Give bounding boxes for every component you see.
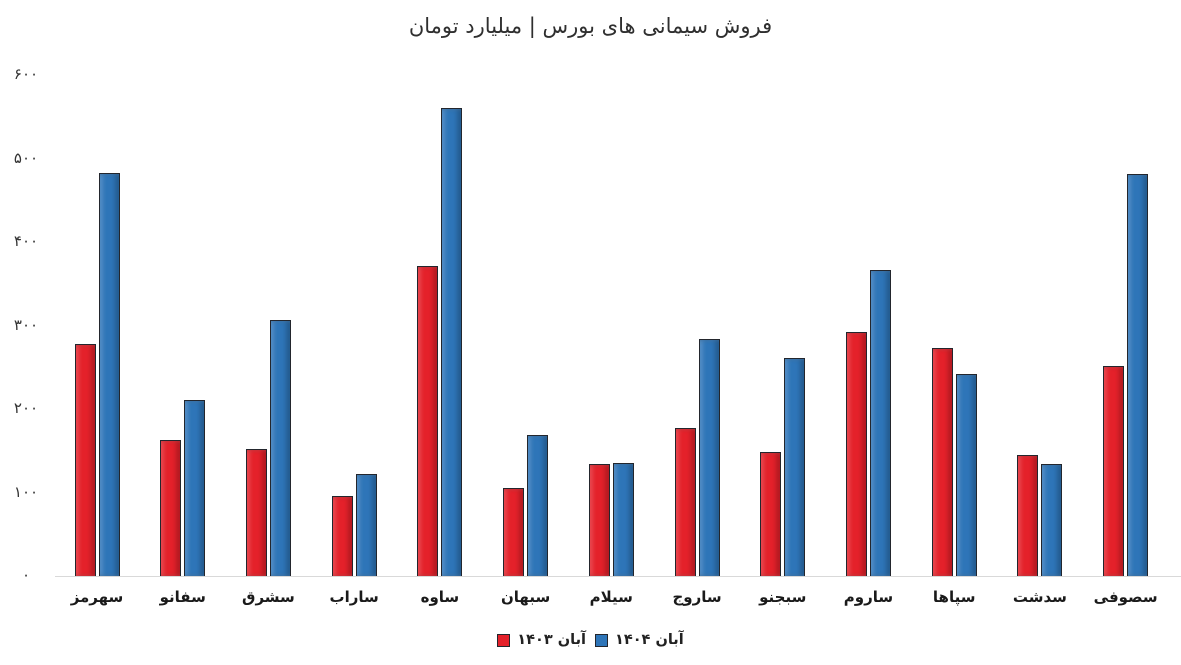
x-tick-label-سبجنو: سبجنو	[759, 588, 807, 606]
y-tick-label-200: ۲۰۰	[13, 399, 39, 417]
bar-series0-ساروم	[845, 332, 867, 576]
bar-series1-ساراب	[355, 474, 377, 576]
y-tick-label-0: ۰	[21, 566, 31, 584]
bar-series0-سدشت	[1017, 454, 1039, 576]
x-axis-line	[55, 576, 1181, 577]
bar-series0-ساراب	[331, 495, 353, 576]
bar-series1-سدشت	[1041, 464, 1063, 576]
bar-series1-ساوه	[441, 108, 463, 576]
bar-series1-سیلام	[612, 463, 634, 576]
bar-series1-سبهان	[527, 434, 549, 576]
bar-series0-سبهان	[503, 488, 525, 576]
y-tick-label-400: ۴۰۰	[13, 232, 39, 250]
y-tick-label-500: ۵۰۰	[13, 148, 39, 167]
x-tick-label-سهرمز: سهرمز	[70, 588, 124, 606]
bar-series1-سفانو	[184, 399, 206, 576]
bar-series0-ساروج	[674, 428, 696, 576]
bar-series1-سبجنو	[784, 358, 806, 576]
bar-series0-ساوه	[417, 266, 439, 576]
x-tick-label-سیلام: سیلام	[589, 588, 633, 606]
legend-item-1404: آبان ۱۴۰۴	[595, 632, 684, 648]
x-tick-label-سفانو: سفانو	[159, 588, 206, 606]
y-tick-label-100: ۱۰۰	[13, 482, 39, 501]
legend-swatch-red	[497, 633, 511, 647]
chart-title: فروش سیمانی های بورس | میلیارد تومان	[408, 14, 773, 38]
y-tick-label-300: ۳۰۰	[13, 315, 39, 334]
x-tick-label-سصوفی: سصوفی	[1093, 588, 1158, 606]
bar-series1-سصوفی	[1127, 174, 1149, 576]
legend-label-1404: آبان ۱۴۰۴	[615, 632, 684, 648]
legend-item-1403: آبان ۱۴۰۳	[497, 632, 586, 648]
x-tick-label-ساروم: ساروم	[843, 588, 894, 606]
legend: آبان ۱۴۰۳ آبان ۱۴۰۴	[0, 632, 1181, 648]
x-tick-label-ساروج: ساروج	[672, 588, 722, 606]
x-tick-label-ساوه: ساوه	[420, 588, 460, 606]
bar-series1-سهرمز	[98, 172, 120, 576]
x-tick-label-سپاها: سپاها	[932, 588, 976, 606]
y-tick-label-600: ۶۰۰	[13, 65, 39, 83]
x-tick-label-سشرق: سشرق	[242, 588, 295, 606]
bar-series0-سپاها	[931, 348, 953, 576]
bar-series0-سفانو	[160, 439, 182, 576]
bar-series0-سهرمز	[74, 343, 96, 576]
bar-series1-سپاها	[955, 373, 977, 576]
bar-series0-سبجنو	[760, 452, 782, 576]
x-tick-label-سدشت: سدشت	[1012, 588, 1067, 606]
bar-series0-سیلام	[588, 464, 610, 576]
legend-label-1403: آبان ۱۴۰۳	[517, 632, 586, 648]
bar-series0-سصوفی	[1103, 366, 1125, 576]
bar-series0-سشرق	[245, 449, 267, 576]
x-tick-label-ساراب: ساراب	[329, 588, 379, 606]
x-tick-label-سبهان: سبهان	[500, 588, 551, 606]
legend-swatch-blue	[595, 633, 608, 647]
bar-series1-ساروج	[698, 338, 720, 576]
bar-series1-ساروم	[869, 270, 891, 576]
bar-series1-سشرق	[269, 319, 291, 576]
